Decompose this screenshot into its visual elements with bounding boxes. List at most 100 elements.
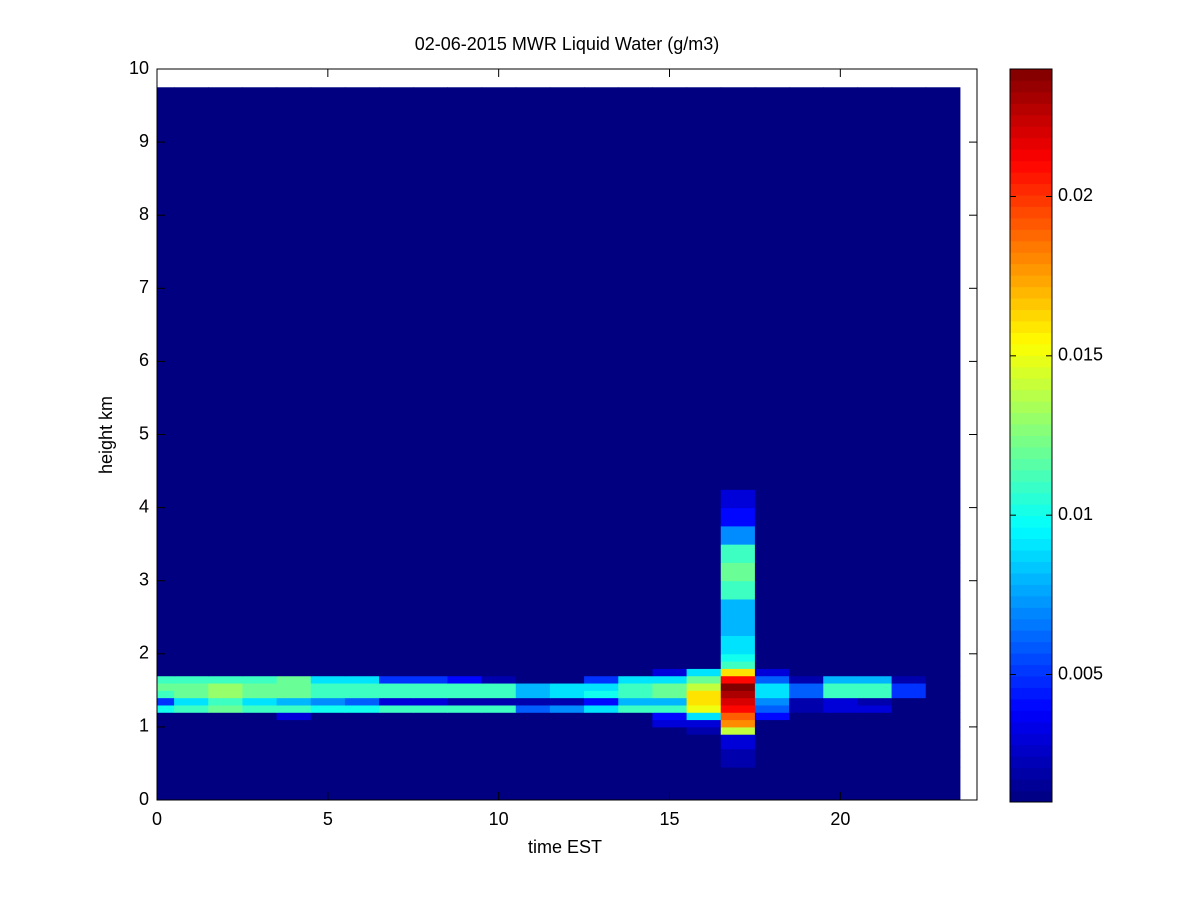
cell: [823, 748, 858, 757]
cell: [208, 767, 243, 801]
cell: [515, 544, 551, 563]
colorbar-swatch: [1010, 91, 1052, 104]
cell: [857, 756, 893, 768]
cell: [481, 544, 517, 563]
cell: [618, 635, 653, 655]
cell: [174, 697, 209, 706]
cell: [481, 719, 517, 728]
cell: [276, 767, 312, 801]
cell: [618, 598, 653, 618]
cell: [515, 507, 551, 527]
cell: [857, 741, 893, 750]
cell: [413, 719, 448, 728]
cell: [208, 704, 243, 713]
cell: [208, 668, 243, 677]
cell: [686, 661, 722, 669]
cell: [720, 683, 756, 691]
cell: [720, 675, 756, 684]
cell: [891, 734, 927, 743]
colorbar-swatch: [1010, 240, 1052, 253]
cell: [754, 653, 790, 662]
cell: [174, 525, 209, 545]
colorbar-swatch: [1010, 630, 1052, 643]
cell: [310, 617, 346, 637]
cell: [344, 87, 380, 490]
cell: [447, 580, 483, 600]
cell: [754, 767, 790, 801]
cell: [310, 741, 346, 750]
x-tick-label: 5: [323, 809, 333, 829]
cell: [276, 675, 312, 684]
cell: [515, 675, 551, 684]
cell: [157, 690, 175, 699]
cell: [925, 661, 961, 669]
cell: [618, 741, 653, 750]
cell: [208, 697, 243, 706]
y-tick-label: 0: [139, 789, 149, 809]
cell: [174, 719, 209, 728]
colorbar-swatch: [1010, 401, 1052, 414]
colorbar-swatch: [1010, 767, 1052, 780]
cell: [823, 668, 858, 677]
cell: [447, 726, 483, 735]
colorbar-swatch: [1010, 710, 1052, 723]
cell: [789, 635, 824, 655]
cell: [584, 653, 619, 662]
cell: [310, 87, 346, 490]
cell: [379, 697, 414, 706]
cell: [823, 507, 858, 527]
cell: [720, 668, 756, 677]
colorbar-swatch: [1010, 194, 1052, 207]
cell: [447, 741, 483, 750]
cell: [857, 697, 893, 706]
colorbar-swatch: [1010, 137, 1052, 150]
cell: [789, 507, 824, 527]
cell: [754, 661, 790, 669]
cell: [157, 741, 175, 750]
cell: [242, 87, 278, 490]
cell: [789, 562, 824, 582]
cell: [208, 712, 243, 721]
cell: [925, 712, 961, 721]
cell: [925, 726, 961, 735]
cell: [686, 617, 722, 637]
cell: [857, 748, 893, 757]
cell: [686, 712, 722, 721]
cell: [515, 562, 551, 582]
cell: [310, 598, 346, 618]
cell: [310, 748, 346, 757]
colorbar-swatch: [1010, 641, 1052, 654]
cell: [584, 734, 619, 743]
colorbar-swatch: [1010, 252, 1052, 265]
cell: [208, 653, 243, 662]
cell: [344, 580, 380, 600]
cell: [925, 734, 961, 743]
cell: [174, 653, 209, 662]
cell: [174, 507, 209, 527]
colorbar-swatch: [1010, 172, 1052, 185]
cell: [754, 507, 790, 527]
cell: [823, 675, 858, 684]
cell: [618, 544, 653, 563]
cell: [413, 675, 448, 684]
cell: [310, 661, 346, 669]
cell: [174, 580, 209, 600]
cell: [344, 562, 380, 582]
cell: [720, 489, 756, 509]
colorbar-swatch: [1010, 320, 1052, 333]
cell: [720, 661, 756, 669]
cell: [618, 668, 653, 677]
cell: [276, 617, 312, 637]
cell: [481, 683, 517, 691]
cell: [276, 507, 312, 527]
cell: [157, 767, 175, 801]
cell: [310, 489, 346, 509]
cell: [447, 719, 483, 728]
y-tick-label: 4: [139, 496, 149, 516]
cell: [174, 748, 209, 757]
cell: [481, 525, 517, 545]
cell: [823, 690, 858, 699]
cell: [276, 635, 312, 655]
cell: [242, 756, 278, 768]
x-tick-label: 10: [489, 809, 509, 829]
